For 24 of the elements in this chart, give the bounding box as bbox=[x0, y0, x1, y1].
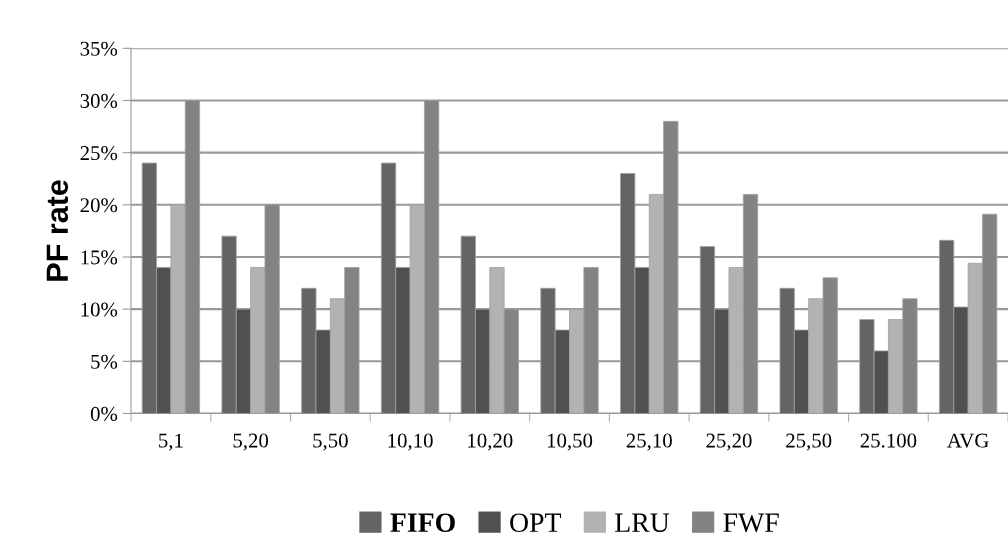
y-tick-label: 5% bbox=[91, 354, 118, 369]
legend-label: FWF bbox=[723, 513, 779, 533]
legend-label: FIFO bbox=[390, 513, 455, 533]
x-tick-label: 25,50 bbox=[786, 433, 832, 451]
legend-label: LRU bbox=[615, 513, 670, 533]
y-tick-label: 10% bbox=[81, 302, 118, 317]
y-tick-label: 30% bbox=[80, 93, 118, 108]
x-tick-label: 10,20 bbox=[468, 433, 513, 451]
legend-label: OPT bbox=[510, 513, 562, 533]
x-tick-label: 5,20 bbox=[233, 433, 269, 451]
x-tick-label: 10,10 bbox=[388, 433, 433, 451]
x-tick-label: 10,50 bbox=[547, 433, 593, 451]
y-tick-label: 20% bbox=[80, 198, 118, 213]
x-tick-label: AVG bbox=[947, 433, 989, 448]
x-tick-label: 5,50 bbox=[313, 433, 348, 451]
x-tick-label: 25,10 bbox=[626, 433, 672, 451]
y-tick-label: 15% bbox=[81, 250, 118, 265]
x-tick-label: 25,20 bbox=[706, 433, 752, 451]
x-tick-label: 25.100 bbox=[860, 433, 917, 448]
x-tick-label: 5,1 bbox=[159, 433, 183, 451]
y-tick-label: 0% bbox=[90, 406, 118, 421]
y-tick-label: 25% bbox=[80, 146, 118, 161]
y-axis-title: PF rate bbox=[46, 180, 69, 281]
y-tick-label: 35% bbox=[80, 41, 118, 56]
